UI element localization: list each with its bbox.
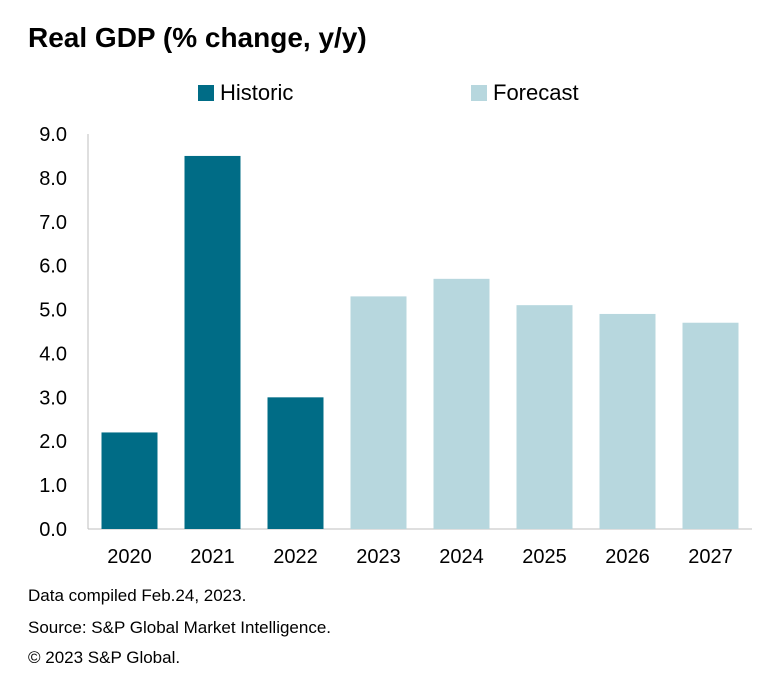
x-tick-label: 2023 (356, 546, 401, 568)
y-tick-label: 8.0 (39, 168, 67, 190)
bar-2027 (682, 322, 739, 529)
legend-item-forecast: Forecast (471, 80, 579, 106)
bar-2025 (516, 305, 573, 529)
source-note: Source: S&P Global Market Intelligence. (28, 618, 332, 637)
bar-2022 (267, 397, 324, 529)
x-tick-label: 2027 (688, 546, 733, 568)
bar-2024 (433, 278, 490, 529)
y-tick-label: 5.0 (39, 300, 67, 322)
legend-label-historic: Historic (220, 80, 294, 105)
data-compiled-note: Data compiled Feb.24, 2023. (28, 586, 247, 605)
bar-2021 (184, 155, 241, 529)
y-tick-label: 0.0 (39, 519, 67, 541)
x-tick-label: 2022 (273, 546, 318, 568)
y-tick-label: 9.0 (39, 124, 67, 146)
legend-swatch-historic (198, 85, 214, 101)
x-tick-label: 2025 (522, 546, 567, 568)
y-tick-label: 3.0 (39, 387, 67, 409)
copyright-note: © 2023 S&P Global. (28, 648, 181, 667)
bar-2026 (599, 313, 656, 529)
x-tick-label: 2026 (605, 546, 650, 568)
y-tick-label: 1.0 (39, 475, 67, 497)
bar-2020 (101, 432, 158, 529)
y-tick-label: 4.0 (39, 343, 67, 365)
y-tick-label: 6.0 (39, 256, 67, 278)
bar-2023 (350, 296, 407, 529)
legend-swatch-forecast (471, 85, 487, 101)
x-tick-label: 2020 (107, 546, 152, 568)
x-tick-label: 2021 (190, 546, 235, 568)
x-tick-label: 2024 (439, 546, 484, 568)
legend-item-historic: Historic (198, 80, 293, 106)
y-tick-label: 2.0 (39, 431, 67, 453)
chart-title: Real GDP (% change, y/y) (28, 22, 367, 53)
y-tick-label: 7.0 (39, 212, 67, 234)
legend-label-forecast: Forecast (493, 80, 579, 105)
